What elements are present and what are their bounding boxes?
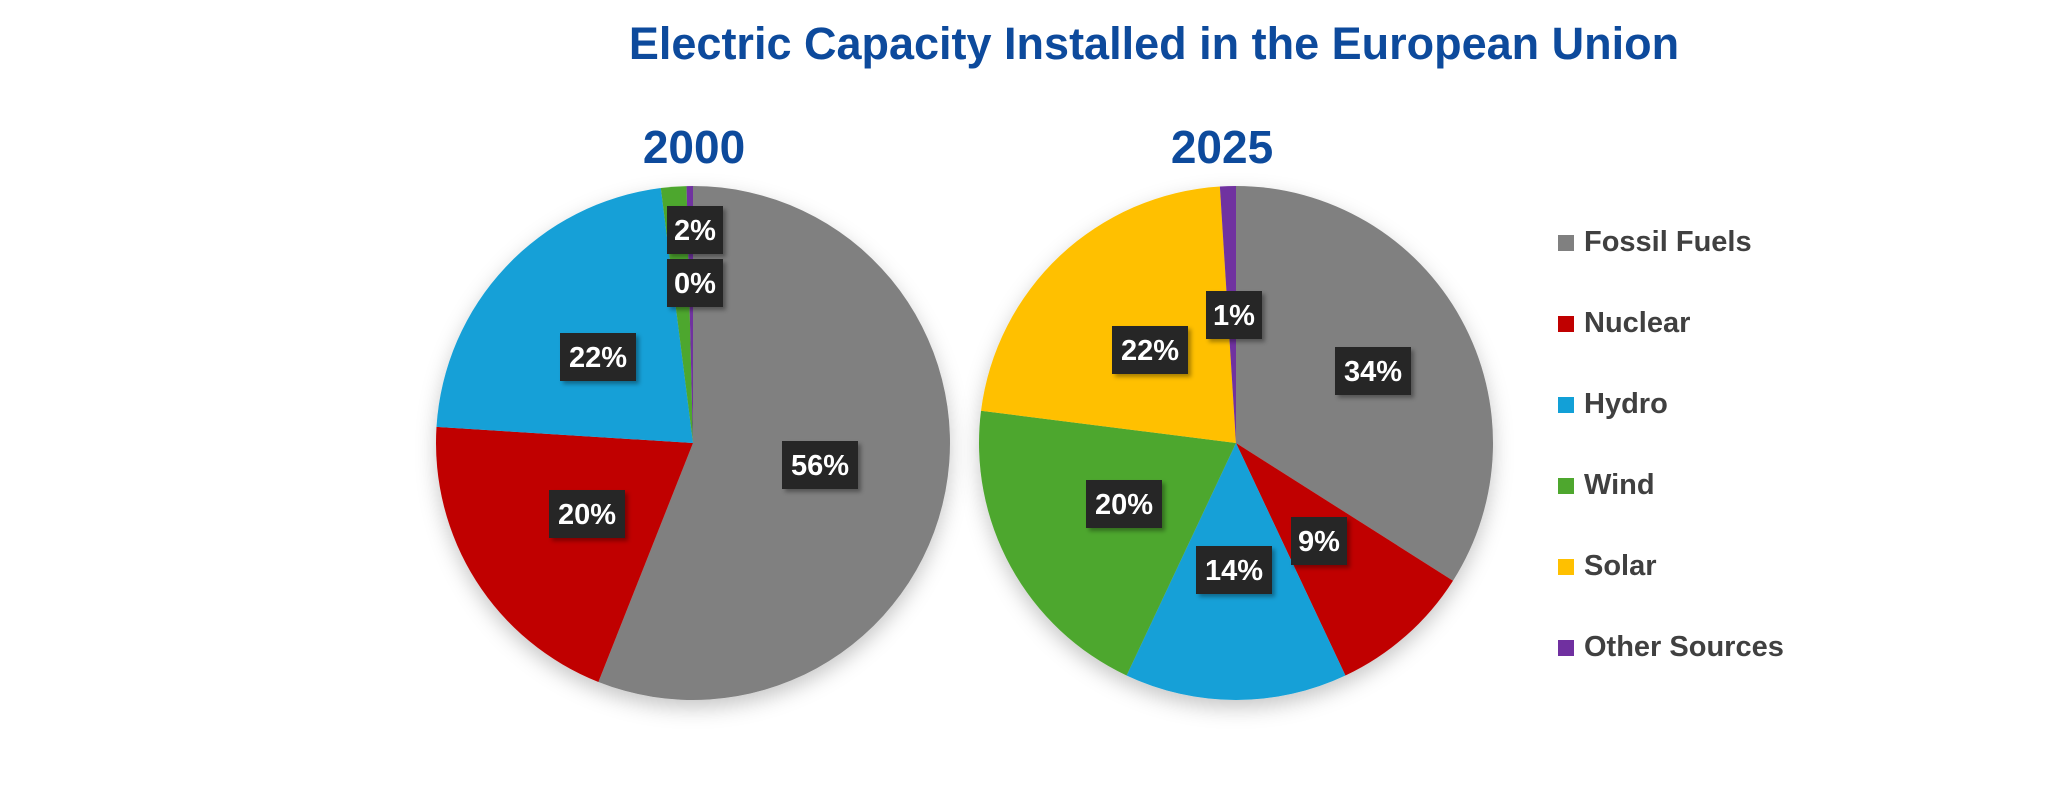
legend-item-nuclear: Nuclear	[1558, 283, 1784, 364]
pie-title-2000: 2000	[642, 121, 746, 173]
pie-2025: 34% 9% 14% 20% 22% 1%	[979, 186, 1493, 700]
data-label-2000-nuclear: 20%	[549, 490, 625, 538]
legend-label-solar: Solar	[1584, 550, 1657, 582]
legend-item-other-sources: Other Sources	[1558, 607, 1784, 688]
data-label-box	[667, 259, 723, 307]
data-label-text: 0%	[674, 268, 716, 300]
legend-label-other-sources: Other Sources	[1584, 631, 1784, 663]
pie-2025-slices	[979, 186, 1493, 700]
data-label-box	[549, 490, 625, 538]
legend-item-wind: Wind	[1558, 445, 1784, 526]
legend-label-hydro: Hydro	[1584, 388, 1668, 420]
data-label-box	[1206, 291, 1262, 339]
data-label-box	[667, 206, 723, 254]
chart-title: Electric Capacity Installed in the Europ…	[628, 18, 1680, 69]
data-label-box	[1335, 347, 1411, 395]
legend-swatch-other-sources	[1558, 639, 1574, 656]
data-label-text: 22%	[1121, 335, 1179, 367]
data-label-2000-fossil-fuels: 56%	[782, 441, 858, 489]
data-label-2025-solar: 22%	[1112, 326, 1188, 374]
pie-2000: 56% 20% 22% 2% 0%	[436, 186, 950, 700]
legend-item-solar: Solar	[1558, 526, 1784, 607]
data-label-2025-wind: 20%	[1086, 480, 1162, 528]
legend-label-fossil-fuels: Fossil Fuels	[1584, 226, 1752, 258]
legend-swatch-solar	[1558, 558, 1574, 575]
legend-item-hydro: Hydro	[1558, 364, 1784, 445]
legend-item-fossil-fuels: Fossil Fuels	[1558, 202, 1784, 283]
slice-2025-wind	[979, 410, 1236, 676]
slice-2000-fossil-fuels	[598, 186, 950, 700]
data-label-2025-fossil-fuels: 34%	[1335, 347, 1411, 395]
data-label-box	[560, 333, 636, 381]
legend-swatch-nuclear	[1558, 315, 1574, 332]
slice-2000-hydro	[436, 188, 693, 443]
data-label-2025-hydro: 14%	[1196, 546, 1272, 594]
data-label-text: 9%	[1298, 526, 1340, 558]
pie-title-2025: 2025	[1170, 121, 1274, 173]
legend-label-nuclear: Nuclear	[1584, 307, 1691, 339]
data-label-box	[782, 441, 858, 489]
data-label-text: 20%	[558, 499, 616, 531]
data-label-2000-wind: 2%	[667, 206, 723, 254]
slice-2000-nuclear	[436, 426, 693, 682]
legend-swatch-hydro	[1558, 396, 1574, 413]
legend-swatch-fossil-fuels	[1558, 234, 1574, 251]
data-label-text: 1%	[1213, 300, 1255, 332]
slice-2025-solar	[981, 186, 1236, 443]
data-label-2025-nuclear: 9%	[1291, 517, 1347, 565]
legend-label-wind: Wind	[1584, 469, 1655, 501]
data-label-text: 22%	[569, 342, 627, 374]
legend: Fossil Fuels Nuclear Hydro Wind Solar Other S…	[1558, 202, 1784, 688]
data-label-text: 14%	[1205, 555, 1263, 587]
data-label-box	[1112, 326, 1188, 374]
data-label-2025-other-sources: 1%	[1206, 291, 1262, 339]
data-label-box	[1196, 546, 1272, 594]
data-label-text: 34%	[1344, 356, 1402, 388]
data-label-text: 56%	[791, 450, 849, 482]
legend-swatch-wind	[1558, 477, 1574, 494]
data-label-text: 2%	[674, 215, 716, 247]
data-label-2000-solar: 0%	[667, 259, 723, 307]
data-label-2000-hydro: 22%	[560, 333, 636, 381]
data-label-box	[1291, 517, 1347, 565]
data-label-text: 20%	[1095, 489, 1153, 521]
data-label-box	[1086, 480, 1162, 528]
